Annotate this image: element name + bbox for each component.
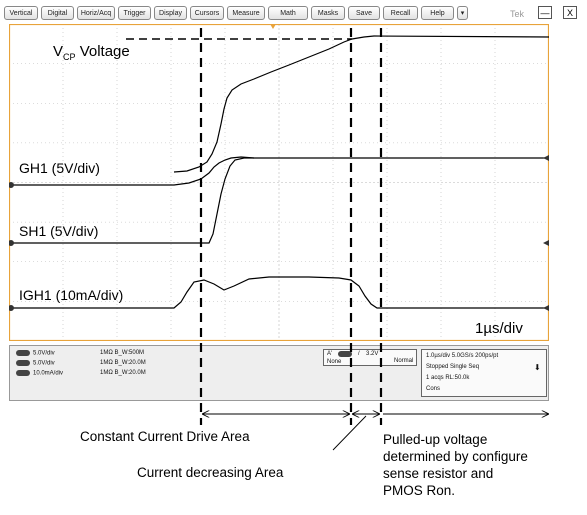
- constant-current-area-label: Constant Current Drive Area: [80, 428, 250, 445]
- current-decreasing-area-label: Current decreasing Area: [137, 464, 283, 481]
- decreasing-leader-line: [333, 416, 366, 450]
- pulled-up-label-line-3: sense resistor and: [383, 465, 493, 482]
- pulled-up-label-line-1: Pulled-up voltage: [383, 431, 487, 448]
- pulled-up-label-line-4: PMOS Ron.: [383, 482, 455, 499]
- pulled-up-label-line-2: determined by configure: [383, 448, 528, 465]
